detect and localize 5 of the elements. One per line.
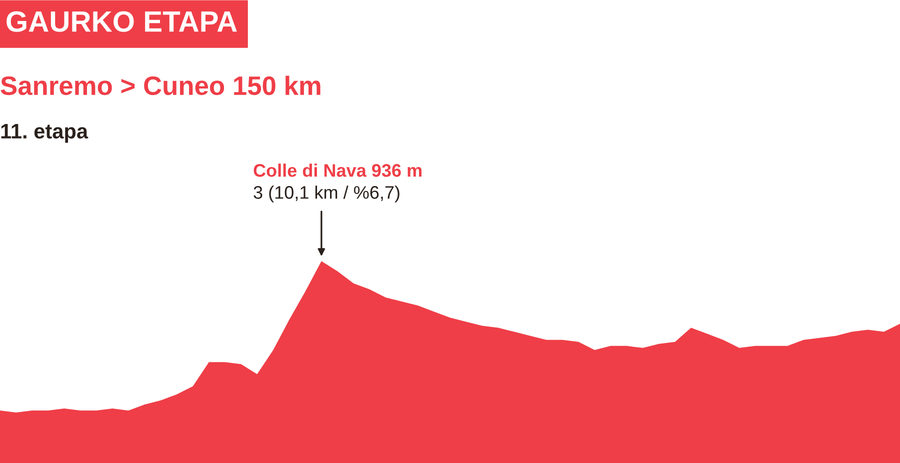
text: Colle di Nava 936 m bbox=[254, 164, 422, 177]
chart-title: GAURKO ETAPA bbox=[6, 11, 237, 32]
text: 3 (10,1 km / %6,7) bbox=[254, 186, 400, 202]
text: 11. etapa bbox=[1, 124, 88, 143]
chart-subtitle: Sanremo > Cuneo 150 km bbox=[0, 76, 320, 96]
